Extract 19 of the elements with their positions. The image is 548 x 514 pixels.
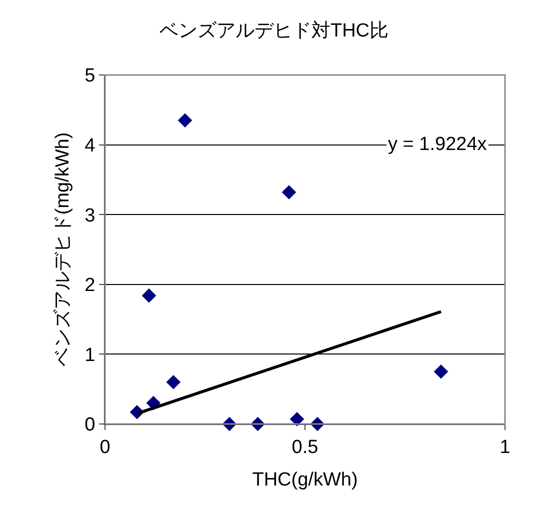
point — [282, 185, 296, 200]
chart-title: ベンズアルデヒド対THC比 — [159, 19, 389, 42]
y-tick-label: 3 — [84, 205, 96, 226]
x-tick-label: 0 — [100, 436, 110, 458]
x-tick-label: 0.5 — [292, 436, 318, 458]
y-tick-label: 1 — [84, 344, 96, 366]
y-tick-label: 5 — [84, 66, 96, 87]
y-axis-title: ベンズアルデヒド(mg/kWh) — [52, 132, 74, 367]
x-tick-label: 1 — [500, 436, 510, 458]
point — [142, 288, 156, 303]
y-tick-label: 0 — [84, 414, 96, 436]
y-tick-label: 4 — [84, 135, 96, 156]
point — [178, 113, 192, 128]
point — [290, 412, 304, 426]
point — [434, 364, 448, 379]
x-axis-title: THC(g/kWh) — [252, 470, 358, 491]
annotation: y = 1.9224x — [388, 134, 488, 155]
y-tick-label: 2 — [84, 275, 96, 296]
point — [166, 374, 181, 390]
